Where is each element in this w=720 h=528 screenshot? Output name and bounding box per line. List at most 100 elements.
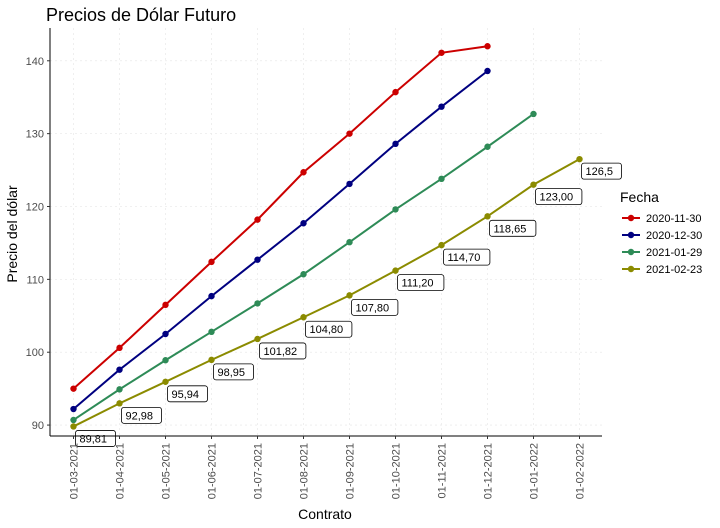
data-point xyxy=(392,206,399,213)
y-tick-label: 140 xyxy=(26,56,44,68)
series-line-2020-11-30 xyxy=(72,45,488,390)
y-tick-label: 130 xyxy=(26,129,44,141)
data-point xyxy=(484,213,491,220)
data-label: 98,95 xyxy=(218,367,246,379)
data-label: 114,70 xyxy=(448,252,481,264)
legend-key-point xyxy=(627,265,635,273)
x-tick-label: 01-09-2021 xyxy=(345,443,357,499)
axes: 90 100 110 120 130 140 01-03-2021 01-04-2021 01-… xyxy=(26,28,602,499)
data-point xyxy=(530,181,537,188)
data-label: 92,98 xyxy=(126,410,154,422)
y-tick-label: 100 xyxy=(26,347,44,359)
y-axis-title: Precio del dólar xyxy=(4,185,20,283)
data-point xyxy=(346,180,353,188)
chart-title: Precios de Dólar Futuro xyxy=(46,5,236,25)
data-label: 95,94 xyxy=(172,389,200,401)
data-point xyxy=(392,88,399,96)
legend-label: 2021-01-29 xyxy=(646,247,702,259)
data-label: 118,65 xyxy=(494,223,527,235)
legend-label: 2021-02-23 xyxy=(646,264,702,276)
data-label-box xyxy=(535,188,583,206)
data-label-box xyxy=(397,274,445,292)
x-tick-label: 01-05-2021 xyxy=(161,443,173,499)
data-label-box xyxy=(443,248,491,266)
x-tick-label: 01-10-2021 xyxy=(391,443,403,499)
data-label-box xyxy=(167,385,208,403)
data-point xyxy=(300,271,307,278)
data-label-box xyxy=(489,219,537,237)
data-point xyxy=(162,357,169,364)
data-point xyxy=(116,400,123,407)
legend-key-point xyxy=(627,248,635,256)
data-point xyxy=(576,155,583,163)
data-point xyxy=(346,292,353,299)
data-point xyxy=(116,386,123,393)
data-point xyxy=(162,330,169,338)
data-point xyxy=(484,43,491,50)
x-tick-label: 01-03-2021 xyxy=(69,443,81,499)
legend-key-point xyxy=(627,231,635,239)
data-point xyxy=(254,256,261,263)
y-tick-label: 110 xyxy=(26,274,44,286)
data-label: 89,81 xyxy=(80,433,108,445)
data-point xyxy=(70,416,77,424)
x-tick-label: 01-04-2021 xyxy=(115,443,127,499)
data-point xyxy=(70,423,77,430)
data-point xyxy=(300,169,307,176)
legend: Fecha 2020-11-30 2020-12-30 2021-01-29 2021… xyxy=(620,189,702,276)
data-label-box xyxy=(121,406,162,424)
data-point xyxy=(346,130,353,137)
data-label-box xyxy=(259,342,307,360)
data-point xyxy=(208,356,215,364)
data-point xyxy=(208,328,215,336)
series-line-2021-02-23 xyxy=(73,158,580,428)
data-label-box xyxy=(305,320,353,338)
data-label-box xyxy=(581,162,622,180)
data-label-box xyxy=(213,363,254,381)
data-point xyxy=(162,378,169,385)
data-point xyxy=(484,143,491,150)
data-point xyxy=(438,175,445,183)
data-label: 123,00 xyxy=(540,192,574,204)
data-point xyxy=(208,258,215,266)
data-point xyxy=(484,67,491,75)
data-point xyxy=(254,216,261,223)
data-point xyxy=(392,267,399,274)
data-point xyxy=(70,385,77,392)
data-point xyxy=(530,110,537,118)
legend-label: 2020-11-30 xyxy=(646,213,701,225)
x-tick-label: 01-12-2021 xyxy=(483,443,495,499)
x-axis-title: Contrato xyxy=(298,506,352,522)
data-point xyxy=(438,241,445,249)
y-tick-label: 90 xyxy=(32,420,44,432)
data-point xyxy=(254,335,261,343)
x-tick-label: 01-02-2022 xyxy=(575,443,587,499)
data-label: 126,5 xyxy=(586,166,614,178)
data-label-box xyxy=(75,430,116,447)
data-point xyxy=(254,300,261,307)
data-point xyxy=(70,405,77,413)
data-point xyxy=(162,301,169,309)
data-point xyxy=(392,140,399,148)
data-point xyxy=(116,366,123,373)
data-point xyxy=(116,344,123,352)
x-tick-label: 01-08-2021 xyxy=(299,443,311,499)
data-point xyxy=(438,49,445,56)
data-label: 107,80 xyxy=(356,302,390,314)
y-tick-label: 120 xyxy=(26,202,44,214)
data-label: 111,20 xyxy=(402,278,434,290)
x-tick-label: 01-07-2021 xyxy=(253,443,265,499)
data-point xyxy=(300,314,307,321)
x-tick-label: 01-06-2021 xyxy=(207,443,219,499)
data-point xyxy=(346,239,353,246)
data-labels: 89,81 92,98 95,94 98,95 101,82 104,80 107,80 11… xyxy=(75,162,622,447)
legend-label: 2020-12-30 xyxy=(646,230,702,242)
data-label: 104,80 xyxy=(310,324,344,336)
legend-title: Fecha xyxy=(620,189,659,205)
series-line-2020-12-30 xyxy=(72,70,489,410)
x-tick-label: 01-01-2022 xyxy=(529,443,541,499)
data-label-box xyxy=(351,298,399,316)
data-point xyxy=(300,220,307,227)
series-lines xyxy=(70,43,583,430)
